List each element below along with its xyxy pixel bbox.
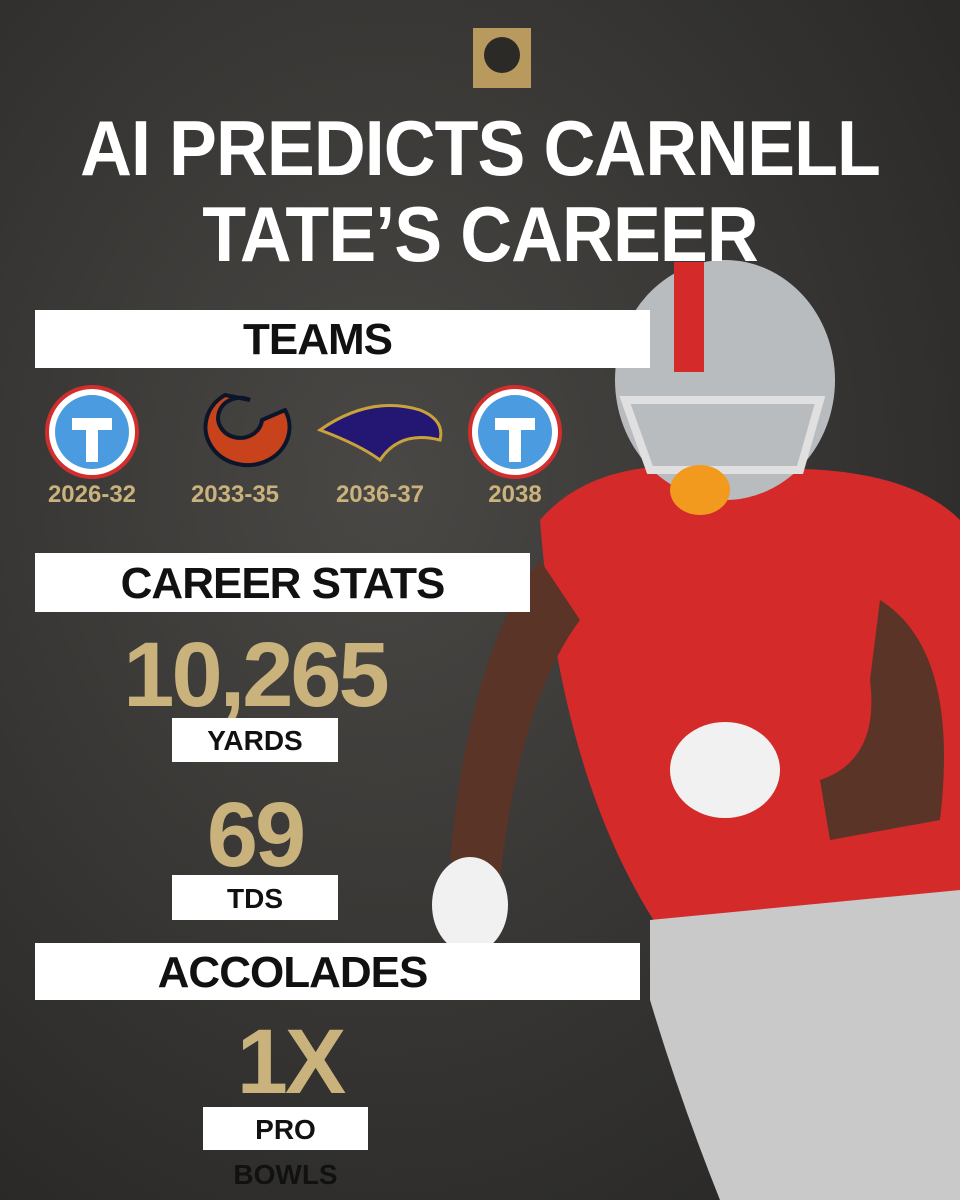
accolade-value: 1X [236,1011,347,1113]
team-years: 2033-35 [190,481,280,508]
team-years: 2038 [488,481,542,508]
team-logos [45,385,562,479]
team-years: 2036-37 [335,481,425,508]
bears-logo [203,392,292,468]
player-illustration [432,260,960,1200]
section-heading: CAREER STATS [35,553,530,612]
ravens-logo [316,404,443,463]
stat-value: 10,265 [123,624,389,726]
accolade-label: PRO BOWLS [203,1107,368,1190]
stat-label: TDS [172,875,338,920]
section-heading: TEAMS [35,310,650,368]
stat-value: 69 [206,784,306,886]
brand-logo-mark [484,37,520,73]
titans-t [72,418,112,462]
stat-label: YARDS [172,718,338,762]
team-years: 2026-32 [47,481,137,508]
title: AI PREDICTS CARNELL TATE’S CAREER [80,104,881,278]
titans-t [495,418,535,462]
section-heading: ACCOLADES [35,943,640,1000]
